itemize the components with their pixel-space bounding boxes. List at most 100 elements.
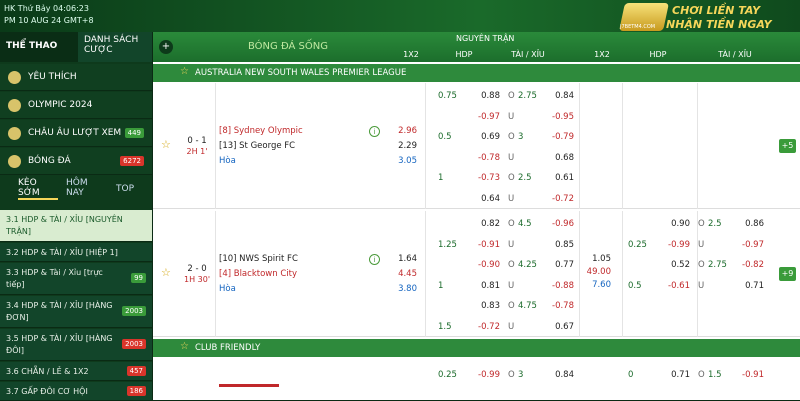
odds-1x2[interactable]: 2.29 xyxy=(398,141,417,151)
header-bg xyxy=(153,32,800,62)
odds[interactable]: -0.90 xyxy=(478,260,500,270)
odds[interactable]: 0.84 xyxy=(555,91,574,101)
odds[interactable]: 0.71 xyxy=(745,280,764,291)
menu-icon xyxy=(8,99,21,112)
subtab[interactable]: KÈO SỚM xyxy=(18,178,58,200)
list-item[interactable]: 3.3 HDP & Tài / Xỉu [trực tiếp] 99 xyxy=(0,263,152,295)
divider xyxy=(697,83,698,209)
col-head: HDP xyxy=(455,50,473,59)
col-head: 1X2 xyxy=(594,50,610,59)
odds-1x2[interactable]: 1.05 xyxy=(592,254,611,264)
odds: 2.75 xyxy=(708,260,727,270)
plus-btn[interactable]: + xyxy=(159,40,173,54)
slogan: NHẬN TIỀN NGAY xyxy=(666,18,772,31)
odds[interactable]: 0.81 xyxy=(481,280,500,291)
odds[interactable]: 0.84 xyxy=(555,370,574,380)
odds-1x2[interactable]: 1.64 xyxy=(398,254,417,264)
odds[interactable]: 0.86 xyxy=(745,219,764,229)
odds[interactable]: 0.83 xyxy=(481,301,500,311)
odds: O xyxy=(508,370,515,380)
menu-item[interactable]: YÊU THÍCH xyxy=(0,64,152,91)
odds[interactable]: 0.61 xyxy=(555,173,574,183)
odds[interactable]: -0.95 xyxy=(552,111,574,122)
odds: 0.25 xyxy=(438,370,457,380)
odds-1x2[interactable]: 49.00 xyxy=(586,267,611,277)
odds[interactable]: 0.85 xyxy=(555,239,574,250)
odds[interactable]: -0.99 xyxy=(668,239,690,250)
list-item[interactable]: 3.6 CHẴN / LẺ & 1X2 457 xyxy=(0,362,152,381)
odds[interactable]: -0.97 xyxy=(742,239,764,250)
odds[interactable]: -0.61 xyxy=(668,280,690,291)
date: PM 10 AUG 24 GMT+8 xyxy=(4,16,94,25)
odds[interactable]: 0.82 xyxy=(481,219,500,229)
more-btn[interactable]: +9 xyxy=(779,267,796,281)
odds-1x2[interactable]: 4.45 xyxy=(398,269,417,279)
odds: U xyxy=(508,193,515,204)
badge: 6272 xyxy=(120,156,144,166)
col-head: TÀI / XỈU xyxy=(511,50,545,59)
odds[interactable]: 0.68 xyxy=(555,152,574,163)
odds-1x2[interactable]: 3.80 xyxy=(398,284,417,294)
badge: 2003 xyxy=(122,339,146,349)
odds-1x2[interactable]: 3.05 xyxy=(398,156,417,166)
slogan: CHƠI LIỀN TAY xyxy=(672,4,761,17)
odds-1x2[interactable]: 2.96 xyxy=(398,126,417,136)
odds[interactable]: -0.78 xyxy=(478,152,500,163)
odds: O xyxy=(508,260,515,270)
odds-1x2[interactable]: 7.60 xyxy=(592,280,611,290)
menu-item[interactable]: BÓNG ĐÁ 6272 xyxy=(0,148,152,175)
menu-item[interactable]: OLYMPIC 2024 xyxy=(0,92,152,119)
league-bar xyxy=(153,64,800,82)
main-panel: + BÓNG ĐÁ SỐNG NGUYÊN TRẬN 1X2 HDP TÀI / XỈU 1… xyxy=(153,32,800,400)
match-row xyxy=(153,83,800,209)
odds[interactable]: 0.64 xyxy=(481,193,500,204)
tab[interactable]: DANH SÁCH CƯỢC xyxy=(84,35,139,55)
list-item[interactable]: 3.1 HDP & TÀI / XỈU [NGUYÊN TRẬN] xyxy=(0,210,152,242)
menu-item[interactable]: CHÂU ÂU LƯỢT XEM 449 xyxy=(0,120,152,147)
time: 1H 30' xyxy=(183,275,211,284)
list-item[interactable]: 3.5 HDP & TÀI / XỈU [HÀNG ĐÔI] 2003 xyxy=(0,329,152,361)
tab[interactable]: THỂ THAO xyxy=(0,32,78,62)
odds[interactable]: 0.71 xyxy=(671,370,690,380)
odds[interactable]: -0.73 xyxy=(478,173,500,183)
odds[interactable]: -0.97 xyxy=(478,111,500,122)
odds[interactable]: -0.72 xyxy=(552,193,574,204)
list-item[interactable]: 3.4 HDP & TÀI / XỈU [HÀNG ĐƠN] 2003 xyxy=(0,296,152,328)
odds[interactable]: -0.96 xyxy=(552,219,574,229)
more-btn[interactable]: +5 xyxy=(779,139,796,153)
home-team[interactable]: [10] NWS Spirit FC xyxy=(219,254,298,264)
list-item[interactable]: 3.7 GẤP ĐÔI CƠ HỘI 186 xyxy=(0,382,152,401)
away-team[interactable]: [4] Blacktown City xyxy=(219,269,297,279)
odds[interactable]: 0.52 xyxy=(671,260,690,270)
odds[interactable]: 0.77 xyxy=(555,260,574,270)
odds[interactable]: 0.67 xyxy=(555,321,574,332)
odds[interactable]: 0.90 xyxy=(671,219,690,229)
odds: 0 xyxy=(628,370,634,380)
odds: 1.5 xyxy=(708,370,722,380)
odds: 2.5 xyxy=(518,173,532,183)
odds[interactable]: -0.79 xyxy=(552,132,574,142)
odds[interactable]: -0.91 xyxy=(742,370,764,380)
badge: 457 xyxy=(126,365,146,376)
subtab[interactable]: HÔM NAY xyxy=(66,178,88,198)
odds: U xyxy=(508,280,515,291)
list-label: 3.2 HDP & TÀI / XỈU [HIỆP 1] xyxy=(6,248,118,257)
subtab[interactable]: TOP xyxy=(116,184,135,194)
odds[interactable]: 0.88 xyxy=(481,91,500,101)
odds: 4.5 xyxy=(518,219,532,229)
odds[interactable]: -0.82 xyxy=(742,260,764,270)
odds[interactable]: -0.91 xyxy=(478,239,500,250)
draw: Hòa xyxy=(219,156,236,166)
top-bar: HK Thứ Bảy 04:06:23 PM 10 AUG 24 GMT+8 CHƠ… xyxy=(0,0,800,32)
odds[interactable]: -0.88 xyxy=(552,280,574,291)
list-item[interactable]: 3.2 HDP & TÀI / XỈU [HIỆP 1] xyxy=(0,243,152,262)
odds: 4.25 xyxy=(518,260,537,270)
odds[interactable]: -0.99 xyxy=(478,370,500,380)
odds[interactable]: -0.78 xyxy=(552,301,574,311)
menu-label: BÓNG ĐÁ xyxy=(28,156,71,166)
draw: Hòa xyxy=(219,284,236,294)
odds[interactable]: -0.72 xyxy=(478,321,500,332)
odds[interactable]: 0.69 xyxy=(481,132,500,142)
home-team[interactable]: [8] Sydney Olympic xyxy=(219,126,303,136)
away-team[interactable]: [13] St George FC xyxy=(219,141,296,151)
